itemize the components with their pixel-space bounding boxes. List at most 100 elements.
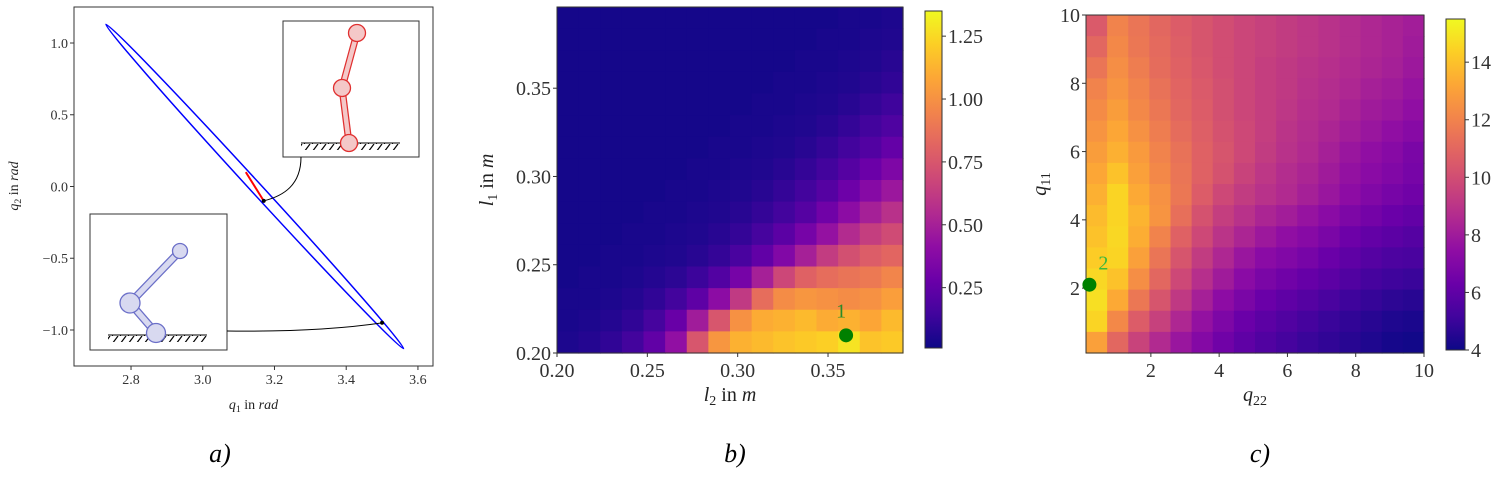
heatmap-cell: [621, 136, 645, 159]
heatmap-cell: [1318, 226, 1341, 248]
heatmap-cell: [794, 201, 818, 224]
heatmap-cell: [1086, 310, 1108, 333]
heatmap-cell: [665, 223, 688, 246]
heatmap-cell: [643, 115, 666, 138]
heatmap-cell: [1191, 120, 1214, 143]
heatmap-cell: [708, 28, 731, 51]
heatmap-cell: [730, 201, 753, 224]
heatmap-cell: [1233, 289, 1256, 312]
heatmap-cell: [1276, 310, 1298, 333]
heatmap-cell: [621, 223, 645, 246]
x-tick-label: 4: [1214, 360, 1224, 382]
colorbar-tick-label: 0.25: [948, 278, 983, 300]
heatmap-cell: [578, 201, 601, 224]
y-tick-label: 0.5: [51, 109, 69, 124]
heatmap-cell: [859, 93, 882, 116]
heatmap-cell: [1170, 36, 1193, 58]
heatmap-cell: [1149, 57, 1172, 79]
heatmap-cell: [816, 158, 839, 181]
heatmap-cell: [686, 244, 709, 268]
y-tick-label: −1.0: [43, 324, 68, 339]
heatmap-cell: [665, 115, 688, 138]
heatmap-cell: [1381, 141, 1404, 164]
heatmap-cell: [730, 28, 753, 51]
heatmap-cell: [708, 266, 731, 289]
heatmap-cell: [1149, 162, 1172, 185]
heatmap-cell: [665, 136, 688, 159]
heatmap-cell: [881, 266, 904, 289]
heatmap-cell: [665, 244, 688, 268]
heatmap-cell: [1318, 268, 1341, 291]
heatmap-cell: [557, 223, 580, 246]
heatmap-cell: [1381, 36, 1404, 58]
heatmap-cell: [1170, 99, 1193, 122]
heatmap-cell: [621, 288, 645, 311]
heatmap-cell: [600, 71, 623, 95]
x-axis-label: q1 in rad: [229, 398, 279, 415]
heatmap-cell: [1170, 205, 1193, 227]
heatmap-cell: [881, 28, 904, 51]
heatmap-cell: [1276, 99, 1298, 122]
heatmap-cell: [686, 136, 709, 159]
heatmap-cell: [838, 136, 861, 159]
heatmap-cell: [665, 309, 688, 332]
heatmap-cell: [621, 244, 645, 268]
heatmap-cell: [1318, 331, 1341, 354]
heatmap-cell: [1381, 99, 1404, 122]
heatmap-cell: [1128, 310, 1150, 333]
heatmap-cell: [557, 71, 580, 95]
heatmap-cell: [881, 309, 904, 332]
heatmap-cell: [773, 201, 796, 224]
heatmap-cell: [1318, 184, 1341, 206]
heatmap-cell: [643, 331, 666, 354]
heatmap-cell: [1402, 99, 1425, 122]
heatmap-cell: [686, 71, 709, 95]
heatmap-cell: [730, 136, 753, 159]
heatmap-cell: [1212, 99, 1235, 122]
heatmap-cell: [773, 288, 796, 311]
heatmap-cell: [600, 50, 623, 73]
heatmap-cell: [1191, 205, 1214, 227]
heatmap-cell: [1276, 141, 1298, 164]
heatmap-cell: [838, 28, 861, 51]
heatmap-cell: [557, 244, 580, 268]
heatmap-cell: [557, 93, 580, 116]
heatmap-cell: [816, 309, 839, 332]
heatmap-cell: [773, 115, 796, 138]
heatmap-cell: [1149, 120, 1172, 143]
heatmap-cell: [1086, 78, 1108, 101]
heatmap-cell: [578, 136, 601, 159]
heatmap-cell: [557, 50, 580, 73]
heatmap-cell: [600, 288, 623, 311]
heatmap-cell: [578, 28, 601, 51]
heatmap-cell: [773, 28, 796, 51]
heatmap-cell: [578, 158, 601, 181]
heatmap-cell: [621, 28, 645, 51]
heatmap-cell: [600, 244, 623, 268]
heatmap-cell: [1297, 205, 1319, 227]
colorbar: [924, 10, 943, 349]
robot-arm-blue: [119, 242, 189, 344]
heatmap-cell: [773, 136, 796, 159]
heatmap-cell: [686, 266, 709, 289]
heatmap-cell: [1276, 162, 1298, 185]
heatmap-cell: [621, 266, 645, 289]
heatmap-cell: [1170, 289, 1193, 312]
heatmap-cell: [1128, 15, 1150, 37]
heatmap-cell: [600, 158, 623, 181]
caption-b: b): [724, 439, 746, 468]
point-label: 1: [836, 300, 846, 322]
heatmap-cell: [643, 201, 666, 224]
heatmap-cell: [1170, 78, 1193, 101]
x-tick-label: 10: [1414, 360, 1434, 382]
heatmap-cell: [881, 158, 904, 181]
heatmap-cell: [1233, 310, 1256, 333]
heatmap-cell: [1170, 331, 1193, 354]
heatmap-cell: [751, 266, 774, 289]
heatmap-cell: [1149, 78, 1172, 101]
heatmap-cell: [1339, 36, 1362, 58]
heatmap-cell: [1381, 15, 1404, 37]
heatmap-cell: [557, 180, 580, 203]
heatmap-cell: [1339, 57, 1362, 79]
heatmap-cell: [1191, 268, 1214, 291]
